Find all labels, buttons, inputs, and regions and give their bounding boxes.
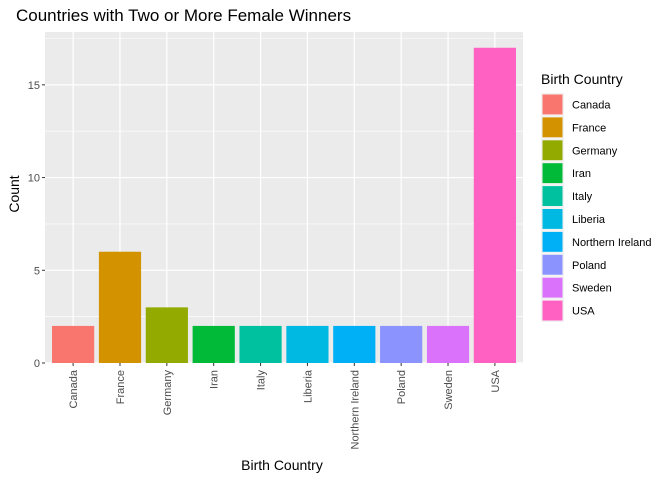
legend-swatch <box>542 186 563 206</box>
bars <box>52 47 516 364</box>
x-axis: Canada France Germany Iran Italy Liberia North… <box>68 363 502 450</box>
legend-swatch <box>542 94 563 115</box>
y-tick-label: 0 <box>34 358 40 370</box>
legend-label: Iran <box>572 168 591 180</box>
bar-poland <box>380 325 423 363</box>
x-tick-label: Poland <box>396 370 408 404</box>
legend-label: Liberia <box>572 214 606 226</box>
x-tick-label: Canada <box>68 369 80 408</box>
x-tick-label: Italy <box>256 370 268 391</box>
x-tick-label: France <box>115 370 127 404</box>
y-tick-label: 5 <box>34 265 40 277</box>
legend-label: Italy <box>572 191 593 203</box>
legend-swatch <box>542 163 563 184</box>
legend: Birth Country Canada France Germany Iran Ita… <box>541 71 652 322</box>
legend-title: Birth Country <box>541 71 623 87</box>
x-tick-label: Liberia <box>302 369 314 403</box>
bar-iran <box>192 325 235 363</box>
legend-swatch <box>542 117 563 138</box>
x-tick-label: USA <box>490 369 502 392</box>
bar-germany <box>145 307 188 363</box>
legend-swatch <box>542 231 563 252</box>
legend-swatch <box>542 277 563 298</box>
legend-label: USA <box>572 306 595 318</box>
legend-items: Canada France Germany Iran Italy Liberia North… <box>541 93 652 322</box>
bar-italy <box>239 325 282 363</box>
legend-label: Canada <box>572 99 611 111</box>
x-tick-label: Northern Ireland <box>349 370 361 450</box>
legend-label: Poland <box>572 260 606 272</box>
legend-swatch <box>542 300 563 321</box>
legend-label: Northern Ireland <box>572 237 652 249</box>
bar-usa <box>473 47 516 364</box>
x-tick-label: Iran <box>209 370 221 389</box>
legend-swatch <box>542 209 563 229</box>
bar-canada <box>52 325 95 363</box>
y-axis: 0 5 10 15 <box>28 80 45 370</box>
y-axis-title: Count <box>6 175 22 212</box>
legend-label: Germany <box>572 145 618 157</box>
chart-title: Countries with Two or More Female Winner… <box>16 6 351 25</box>
bar-france <box>98 251 142 363</box>
x-axis-title: Birth Country <box>241 457 323 473</box>
legend-label: France <box>572 122 606 134</box>
legend-swatch <box>542 140 563 161</box>
bar-sweden <box>426 325 470 363</box>
x-tick-label: Germany <box>162 370 174 416</box>
y-tick-label: 10 <box>28 173 40 185</box>
legend-swatch <box>542 254 563 275</box>
bar-liberia <box>286 325 329 363</box>
bar-northern-ireland <box>333 325 376 363</box>
x-tick-label: Sweden <box>443 370 455 410</box>
y-tick-label: 15 <box>28 80 40 92</box>
legend-label: Sweden <box>572 283 612 295</box>
